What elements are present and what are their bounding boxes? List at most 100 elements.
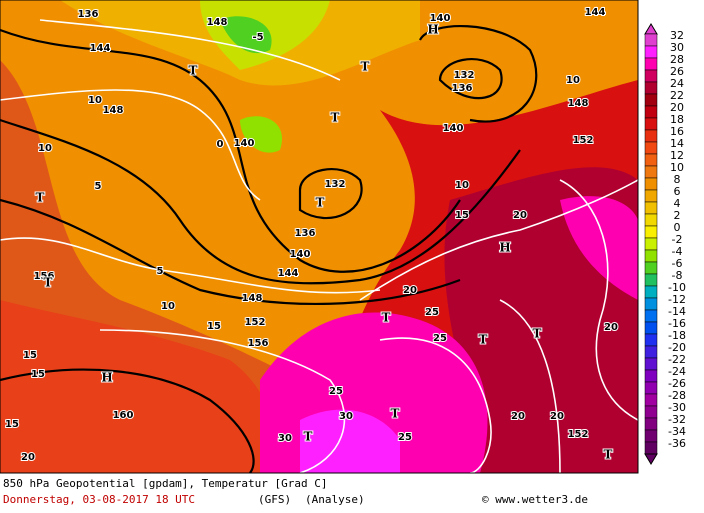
scale-label: 30 [670, 41, 684, 54]
scale-label: -14 [668, 305, 686, 318]
scale-swatch [644, 237, 658, 251]
scale-swatch [644, 129, 658, 143]
scale-label: 22 [670, 89, 684, 102]
scale-swatch [644, 309, 658, 323]
pressure-center-label: T [189, 64, 198, 78]
scale-swatch [644, 441, 658, 455]
contour-label: 20 [403, 285, 417, 296]
contour-label: 0 [217, 139, 224, 150]
scale-swatch [644, 273, 658, 287]
contour-label: 20 [604, 322, 618, 333]
pressure-center-label: T [479, 333, 488, 347]
contour-label: 152 [245, 317, 266, 328]
scale-swatch [644, 93, 658, 107]
caption-source: © www.wetter3.de [482, 493, 588, 506]
caption-title: 850 hPa Geopotential [gpdam], Temperatur… [3, 477, 328, 490]
contour-label: 15 [207, 321, 221, 332]
pressure-center-label: T [604, 448, 613, 462]
scale-label: 28 [670, 53, 684, 66]
scale-swatch [644, 249, 658, 263]
scale-label: 16 [670, 125, 684, 138]
scale-swatch [644, 201, 658, 215]
caption-run: (Analyse) [305, 493, 365, 506]
contour-label: 5 [157, 266, 164, 277]
pressure-center-label: T [36, 191, 45, 205]
scale-swatch [644, 45, 658, 59]
contour-label: 144 [278, 268, 299, 279]
contour-label: 25 [425, 307, 439, 318]
scale-label: 20 [670, 101, 684, 114]
scale-arrow-bottom [644, 453, 658, 465]
contour-label: 15 [31, 369, 45, 380]
contour-label: 30 [278, 433, 292, 444]
contour-label: 30 [339, 411, 353, 422]
contour-label: 15 [5, 419, 19, 430]
contour-label: 148 [568, 98, 589, 109]
scale-swatch [644, 33, 658, 47]
pressure-center-label: H [101, 371, 112, 385]
contour-label: 10 [88, 95, 102, 106]
scale-label: -28 [668, 389, 686, 402]
scale-swatch [644, 81, 658, 95]
scale-swatch [644, 69, 658, 83]
pressure-center-label: T [331, 111, 340, 125]
contour-label: 15 [455, 210, 469, 221]
contour-label: 20 [550, 411, 564, 422]
scale-swatch [644, 381, 658, 395]
scale-label: -34 [668, 425, 686, 438]
contour-label: 136 [452, 83, 473, 94]
scale-swatch [644, 429, 658, 443]
scale-label: -32 [668, 413, 686, 426]
scale-swatch [644, 177, 658, 191]
contour-label: 152 [568, 429, 589, 440]
scale-swatch [644, 105, 658, 119]
scale-label: 8 [674, 173, 681, 186]
contour-label: 140 [443, 123, 464, 134]
contour-label: 132 [325, 179, 346, 190]
contour-label: 140 [430, 13, 451, 24]
pressure-center-label: T [533, 327, 542, 341]
pressure-center-label: H [427, 23, 438, 37]
scale-label: -20 [668, 341, 686, 354]
map-frame [0, 0, 639, 474]
contour-label: 148 [207, 17, 228, 28]
scale-label: -12 [668, 293, 686, 306]
contour-label: 20 [21, 452, 35, 463]
contour-label: 10 [38, 143, 52, 154]
contour-label: 140 [234, 138, 255, 149]
scale-label: 4 [674, 197, 681, 210]
scale-swatch [644, 189, 658, 203]
caption-model: (GFS) [258, 493, 291, 506]
scale-swatch [644, 141, 658, 155]
contour-label: 136 [295, 228, 316, 239]
contour-label: 10 [455, 180, 469, 191]
contour-label: 132 [454, 70, 475, 81]
scale-swatch [644, 213, 658, 227]
scale-label: -36 [668, 437, 686, 450]
pressure-center-label: T [44, 276, 53, 290]
scale-label: -22 [668, 353, 686, 366]
scale-label: -30 [668, 401, 686, 414]
contour-label: 20 [511, 411, 525, 422]
contour-label: 144 [90, 43, 111, 54]
contour-label: 152 [573, 135, 594, 146]
contour-label: 144 [585, 7, 606, 18]
scale-swatch [644, 405, 658, 419]
scale-swatch [644, 345, 658, 359]
contour-label: 10 [566, 75, 580, 86]
scale-label: 24 [670, 77, 684, 90]
scale-swatch [644, 117, 658, 131]
scale-label: -6 [672, 257, 683, 270]
scale-label: 12 [670, 149, 684, 162]
scale-swatch [644, 393, 658, 407]
scale-label: 26 [670, 65, 684, 78]
contour-label: 148 [103, 105, 124, 116]
scale-label: 14 [670, 137, 684, 150]
contour-label: 5 [95, 181, 102, 192]
scale-swatch [644, 165, 658, 179]
scale-label: -24 [668, 365, 686, 378]
scale-swatch [644, 225, 658, 239]
